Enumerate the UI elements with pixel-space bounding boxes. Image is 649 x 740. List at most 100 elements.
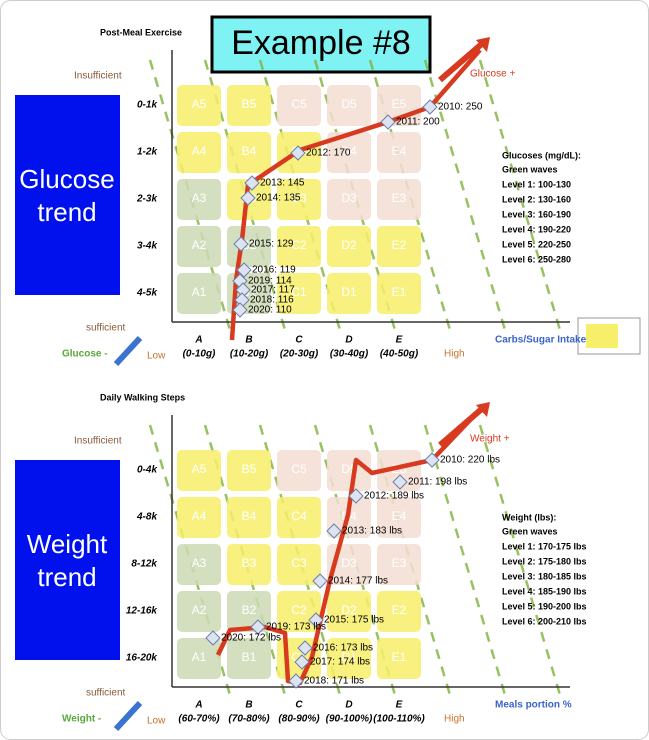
cell: [177, 132, 221, 173]
point-marker: [288, 673, 304, 689]
x-high: High: [444, 349, 465, 360]
point-marker: [326, 523, 342, 539]
y-category: 0-4k: [137, 465, 157, 476]
cell-label: A5: [192, 97, 207, 111]
point-label: 2013: 183 lbs: [342, 526, 402, 537]
legend-level: Level 6: 200-210 lbs: [502, 616, 587, 626]
cell: [377, 132, 421, 173]
cell: [327, 226, 371, 267]
side-label: trend: [37, 562, 96, 592]
cell-label: B5: [242, 462, 257, 476]
cell-label: C1: [291, 285, 307, 299]
y-top: Insufficient: [74, 436, 122, 447]
legend-subtitle: Green waves: [502, 526, 558, 536]
cell: [277, 226, 321, 267]
y-top: Insufficient: [74, 71, 122, 82]
up-label: Glucose +: [470, 69, 515, 80]
x-range: (0-10g): [183, 349, 216, 360]
legend-title: Weight (lbs):: [502, 512, 556, 522]
point-label: 2010: 220 lbs: [440, 455, 500, 466]
cell: [177, 591, 221, 632]
cell: [327, 450, 371, 491]
up-arrow: [438, 39, 486, 83]
cell-label: E1: [392, 650, 407, 664]
y-category: 1-2k: [137, 147, 157, 158]
thumbnail-grid: [586, 324, 618, 348]
point-marker: [297, 640, 313, 656]
x-range: (20-30g): [280, 349, 319, 360]
x-title: Meals portion %: [495, 700, 572, 711]
cell-label: E5: [392, 97, 407, 111]
title-box: [210, 15, 432, 74]
down-label: Glucose -: [62, 349, 108, 360]
cell-label: A3: [192, 556, 207, 570]
cell-label: A3: [192, 191, 207, 205]
point-label: 2019: 173 lbs: [266, 622, 326, 633]
up-arrow-head: [476, 37, 490, 52]
cell-label: D5: [341, 97, 357, 111]
cell: [377, 544, 421, 585]
cell: [377, 497, 421, 538]
point-marker: [205, 630, 221, 646]
cell: [277, 591, 321, 632]
legend-level: Level 3: 160-190: [502, 209, 571, 219]
cell: [227, 497, 271, 538]
cell: [277, 497, 321, 538]
x-range: (90-100%): [326, 714, 373, 725]
cell-label: A5: [192, 462, 207, 476]
point-label: 2019: 114: [248, 276, 292, 287]
cell: [177, 544, 221, 585]
wave: [258, 424, 342, 696]
cell: [327, 179, 371, 220]
y-category: 4-5k: [136, 288, 157, 299]
x-range: (70-80%): [228, 714, 270, 725]
cell: [377, 450, 421, 491]
x-letter: E: [396, 335, 403, 346]
cell-label: C5: [291, 462, 307, 476]
wave: [478, 424, 562, 696]
cell-label: D3: [341, 556, 357, 570]
cell: [227, 638, 271, 679]
side-box: [15, 95, 120, 295]
cell: [277, 450, 321, 491]
cell: [327, 591, 371, 632]
cell-label: A1: [192, 650, 207, 664]
cell: [277, 273, 321, 314]
point-marker: [236, 262, 252, 278]
cell-label: A2: [192, 238, 207, 252]
y-category: 16-20k: [126, 653, 158, 664]
cell: [377, 179, 421, 220]
x-title: Carbs/Sugar Intake: [495, 335, 587, 346]
cell-label: A1: [192, 285, 207, 299]
point-label: 2010: 250: [438, 102, 483, 113]
x-letter: E: [396, 700, 403, 711]
wave: [423, 424, 507, 696]
cell: [377, 273, 421, 314]
cell-label: C3: [291, 556, 307, 570]
point-marker: [392, 474, 408, 490]
cell: [277, 544, 321, 585]
x-range: (60-70%): [178, 714, 220, 725]
x-letter: C: [295, 700, 303, 711]
cell-label: E2: [392, 603, 407, 617]
cell: [327, 85, 371, 126]
cell: [377, 638, 421, 679]
cell: [277, 179, 321, 220]
point-label: 2016: 119: [252, 265, 296, 276]
wave: [368, 424, 452, 696]
point-label: 2017: 174 lbs: [310, 657, 370, 668]
point-label: 2020: 110: [248, 305, 292, 316]
point-label: 2017: 117: [251, 285, 295, 296]
wave: [203, 424, 287, 696]
cell: [177, 273, 221, 314]
cell: [327, 132, 371, 173]
x-range: (30-40g): [330, 349, 369, 360]
cell-label: E4: [392, 144, 407, 158]
y-bottom: sufficient: [86, 323, 126, 334]
point-marker: [308, 612, 324, 628]
point-label: 2015: 129: [249, 239, 294, 250]
point-marker: [232, 302, 248, 318]
legend-level: Level 4: 185-190 lbs: [502, 586, 587, 596]
cell-label: E4: [392, 509, 407, 523]
